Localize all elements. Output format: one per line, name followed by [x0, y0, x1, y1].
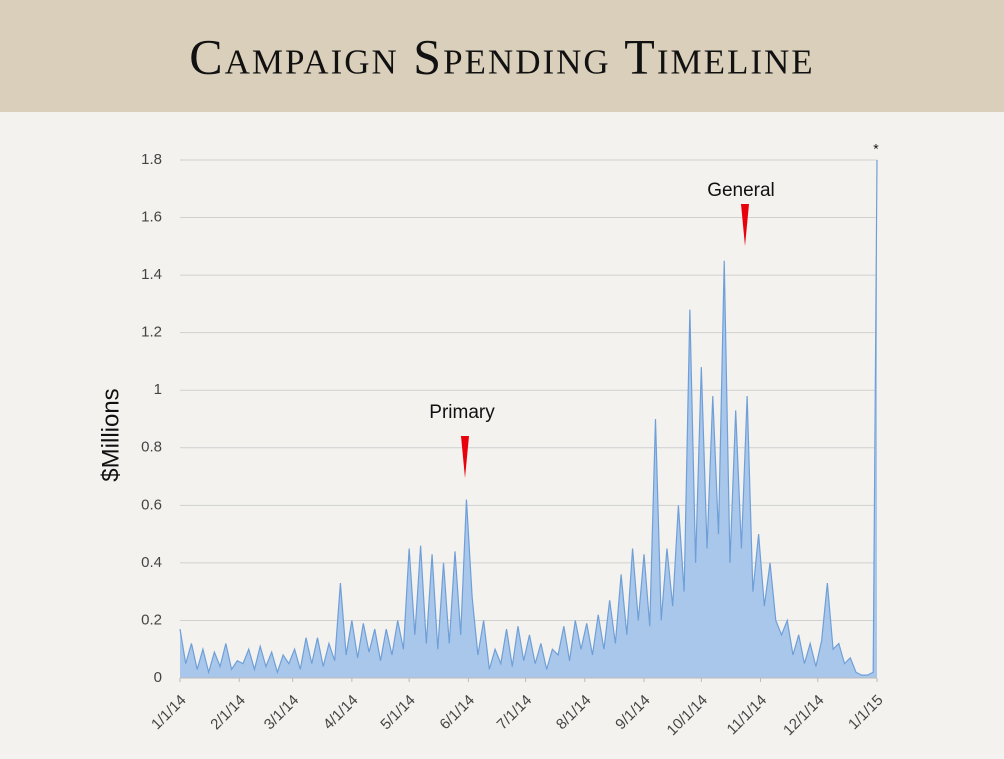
annotation-label: Primary	[429, 402, 495, 423]
annotation-label: General	[707, 180, 775, 201]
y-tick-label: 0	[154, 669, 162, 686]
y-tick-label: 1	[154, 381, 162, 398]
line	[179, 159, 878, 676]
chart-title: Campaign Spending Timeline	[189, 28, 814, 84]
y-tick-label: 0.4	[141, 554, 162, 571]
y-tick-label: 0.6	[141, 496, 162, 513]
annotation-label: *	[873, 141, 879, 157]
y-tick-label: 1.8	[141, 151, 162, 168]
y-tick-label: 0.2	[141, 611, 162, 628]
y-tick-label: 1.6	[141, 209, 162, 226]
y-axis-title: $Millions	[97, 388, 124, 481]
y-tick-label: 1.4	[141, 266, 162, 283]
y-tick-label: 1.2	[141, 324, 162, 341]
annotation-arrow	[461, 436, 469, 478]
area-fill	[180, 160, 877, 678]
header-band	[0, 0, 1004, 112]
annotation-arrow	[741, 204, 749, 246]
y-tick-label: 0.8	[141, 439, 162, 456]
